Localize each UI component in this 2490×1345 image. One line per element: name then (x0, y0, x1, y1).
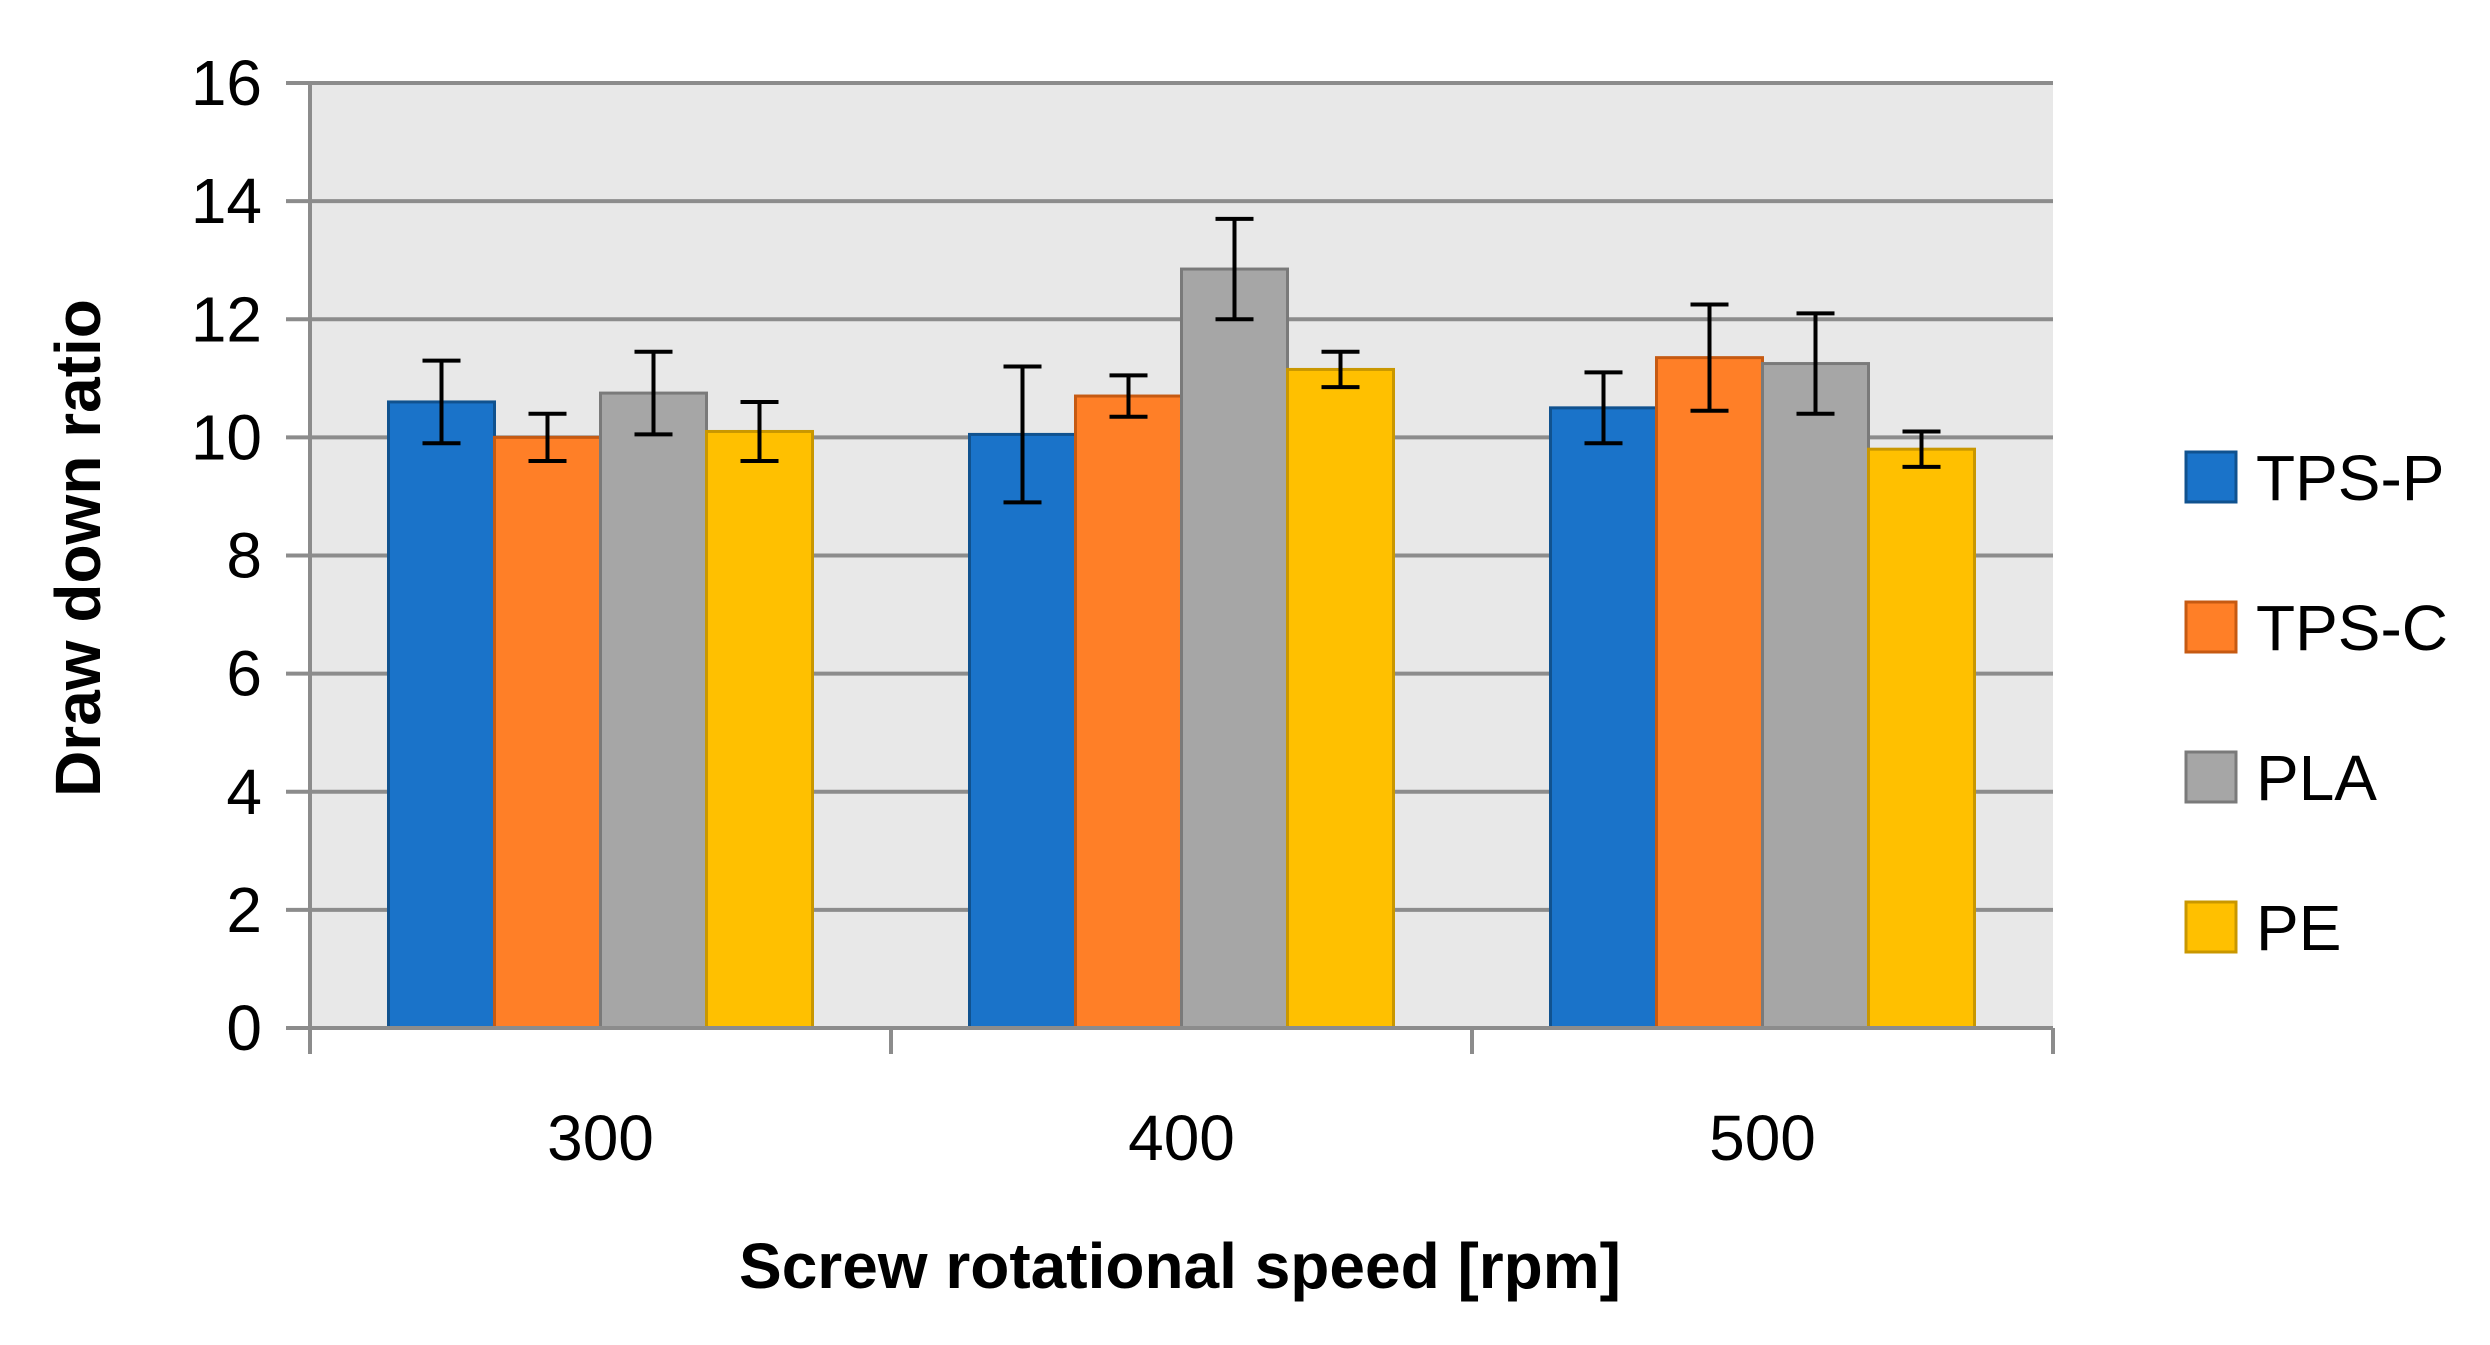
legend-label: PLA (2256, 742, 2377, 814)
legend-label: TPS-P (2256, 442, 2444, 514)
error-bar-tps-c-300 (528, 411, 567, 463)
bar-tps-c-500 (1655, 356, 1764, 1030)
legend-label: PE (2256, 892, 2341, 964)
y-tick-label: 4 (226, 756, 262, 828)
error-bars (422, 216, 1941, 505)
error-bar-pla-400 (1215, 216, 1254, 322)
error-bar-tps-c-500 (1690, 302, 1729, 413)
legend-item-pe: PE (2184, 892, 2341, 964)
error-bar-pe-400 (1321, 349, 1360, 390)
y-tick-label: 14 (191, 165, 262, 237)
error-bar-pe-500 (1902, 429, 1941, 469)
bars (387, 267, 1976, 1030)
bar-tps-p-300 (387, 400, 496, 1030)
y-tick-label: 12 (191, 283, 262, 355)
bar-tps-p-500 (1549, 406, 1658, 1030)
bar-pe-500 (1867, 447, 1976, 1030)
bar-pe-400 (1286, 367, 1395, 1030)
y-tick-label: 2 (226, 874, 262, 946)
error-bar-tps-p-300 (422, 358, 461, 446)
y-tick-label: 6 (226, 638, 262, 710)
bar-pla-300 (599, 391, 708, 1030)
bar-pla-500 (1761, 362, 1870, 1030)
bar-tps-c-300 (493, 435, 602, 1030)
x-tick-label: 500 (1709, 1102, 1816, 1174)
legend-swatch (2184, 450, 2238, 504)
bar-tps-c-400 (1074, 394, 1183, 1030)
x-tick-label: 400 (1128, 1102, 1235, 1174)
legend-swatch (2184, 900, 2238, 954)
legend: TPS-P TPS-C PLA PE (2184, 442, 2448, 964)
error-bar-pla-300 (634, 349, 673, 437)
x-axis-title: Screw rotational speed [rpm] (739, 1230, 1621, 1302)
legend-item-tps-p: TPS-P (2184, 442, 2444, 514)
y-tick-label: 10 (191, 401, 262, 473)
legend-swatch (2184, 600, 2238, 654)
bar-pla-400 (1180, 267, 1289, 1030)
y-tick-label: 0 (226, 992, 262, 1064)
y-axis-title: Draw down ratio (42, 299, 114, 797)
legend-item-tps-c: TPS-C (2184, 592, 2448, 664)
y-tick-label: 16 (191, 47, 262, 119)
bar-pe-300 (705, 429, 814, 1030)
y-tick-labels: 0 2 4 6 8 10 12 14 16 (191, 47, 262, 1064)
x-tick-label: 300 (547, 1102, 654, 1174)
error-bar-tps-c-400 (1109, 373, 1148, 419)
error-bar-tps-p-500 (1584, 370, 1623, 446)
error-bar-pla-500 (1796, 311, 1835, 416)
y-tick-label: 8 (226, 520, 262, 592)
legend-item-pla: PLA (2184, 742, 2377, 814)
error-bar-pe-300 (740, 399, 779, 463)
legend-swatch (2184, 750, 2238, 804)
bar-tps-p-400 (968, 432, 1077, 1030)
legend-label: TPS-C (2256, 592, 2448, 664)
axes (286, 81, 2055, 1054)
x-tick-labels: 300 400 500 (547, 1102, 1816, 1174)
error-bar-tps-p-400 (1003, 364, 1042, 505)
